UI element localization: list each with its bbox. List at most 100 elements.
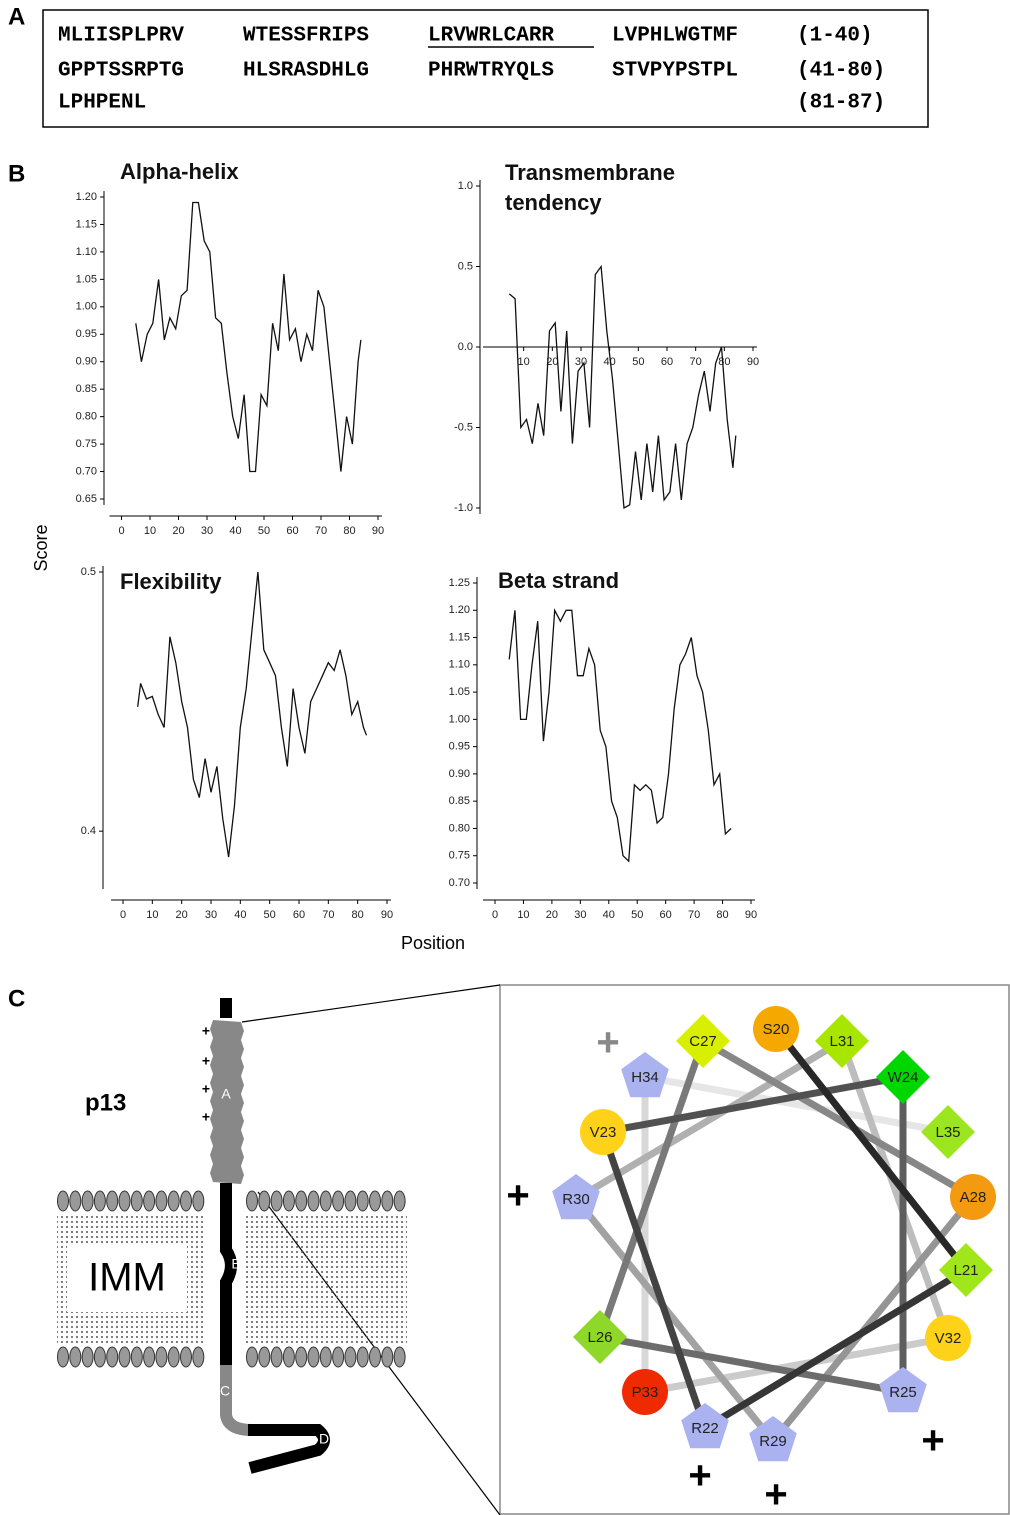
y-tick-label: 0.0 bbox=[458, 341, 473, 353]
x-tick-label: 40 bbox=[604, 356, 616, 368]
x-tick-label: 60 bbox=[293, 909, 305, 921]
x-tick-label: 0 bbox=[492, 909, 498, 921]
residue-label: R29 bbox=[759, 1433, 787, 1450]
wheel-link bbox=[644, 1334, 949, 1396]
residue-label: P33 bbox=[632, 1384, 659, 1401]
y-tick-label: 1.15 bbox=[449, 631, 470, 643]
sequence-group: HLSRASDHLG bbox=[243, 60, 369, 83]
lipid-head bbox=[69, 1346, 82, 1368]
protein-label: p13 bbox=[85, 1089, 126, 1116]
lipid-head bbox=[307, 1346, 320, 1368]
residue bbox=[815, 1014, 869, 1068]
residue bbox=[681, 1403, 729, 1449]
charge: + bbox=[202, 1109, 210, 1125]
segment-label: A bbox=[221, 1086, 231, 1102]
x-tick-label: 60 bbox=[286, 525, 298, 537]
x-tick-label: 40 bbox=[229, 525, 241, 537]
lipid-head bbox=[81, 1190, 94, 1212]
charge: + bbox=[202, 1081, 210, 1097]
residue-label: C27 bbox=[689, 1033, 717, 1050]
charge: + bbox=[688, 1454, 711, 1498]
x-tick-label: 0 bbox=[118, 525, 124, 537]
x-tick-label: 60 bbox=[660, 909, 672, 921]
lipid-heads bbox=[57, 1190, 406, 1368]
residue bbox=[573, 1310, 627, 1364]
y-axis-label: Score bbox=[31, 524, 51, 571]
lipid-head bbox=[295, 1346, 308, 1368]
y-tick-label: 0.4 bbox=[81, 825, 96, 837]
lipid-head bbox=[344, 1190, 357, 1212]
segment-label: C bbox=[220, 1383, 230, 1399]
wheel-frame bbox=[499, 984, 1010, 1515]
wheel-link bbox=[773, 1026, 969, 1273]
x-tick-label: 30 bbox=[201, 525, 213, 537]
y-tick-label: 1.05 bbox=[449, 686, 470, 698]
y-tick-label: 0.85 bbox=[76, 383, 97, 395]
wheel-link bbox=[644, 1073, 949, 1136]
lipid-head bbox=[69, 1190, 82, 1212]
x-tick-label: 30 bbox=[205, 909, 217, 921]
x-axis-label: Position bbox=[401, 933, 465, 953]
lipid-head bbox=[344, 1346, 357, 1368]
lipid-head bbox=[319, 1190, 332, 1212]
wheel-link bbox=[602, 1073, 904, 1136]
sequence-group: LPHPENL bbox=[58, 92, 146, 115]
sequence-group: WTESSFRIPS bbox=[243, 25, 369, 48]
x-tick-label: 90 bbox=[381, 909, 393, 921]
panel-label: A bbox=[8, 3, 25, 30]
residue bbox=[879, 1367, 927, 1413]
x-tick-label: 10 bbox=[146, 909, 158, 921]
lipid-head bbox=[93, 1190, 106, 1212]
x-tick-label: 70 bbox=[315, 525, 327, 537]
y-tick-label: 1.10 bbox=[76, 246, 97, 258]
charge: + bbox=[921, 1419, 944, 1463]
lipid-head bbox=[356, 1190, 369, 1212]
data-line bbox=[508, 264, 737, 510]
x-tick-label: 80 bbox=[718, 356, 730, 368]
lipid-head bbox=[369, 1190, 381, 1212]
charge: + bbox=[596, 1021, 619, 1065]
sequence-group: STVPYPSTPL bbox=[612, 60, 738, 83]
residue bbox=[552, 1174, 600, 1220]
x-tick-label: 60 bbox=[661, 356, 673, 368]
lipid-head bbox=[270, 1346, 283, 1368]
lipid-head bbox=[167, 1346, 180, 1368]
lipid-head bbox=[246, 1346, 258, 1368]
sequence-box bbox=[42, 9, 929, 128]
lipid-head bbox=[282, 1190, 295, 1212]
residue bbox=[921, 1105, 975, 1159]
sequence-range: (1-40) bbox=[797, 25, 873, 48]
x-tick-label: 80 bbox=[352, 909, 364, 921]
lipid-head bbox=[381, 1346, 394, 1368]
residue-label: R22 bbox=[691, 1420, 719, 1437]
y-tick-label: 1.25 bbox=[449, 577, 470, 589]
x-tick-label: 0 bbox=[120, 909, 126, 921]
lipid-head bbox=[81, 1346, 94, 1368]
wheel-link bbox=[599, 1333, 904, 1396]
x-tick-label: 10 bbox=[518, 356, 530, 368]
x-tick-label: 10 bbox=[517, 909, 529, 921]
x-tick-label: 40 bbox=[603, 909, 615, 921]
chart-title: Flexibility bbox=[120, 569, 222, 594]
segment-d bbox=[248, 1424, 330, 1474]
x-tick-label: 10 bbox=[144, 525, 156, 537]
residue bbox=[753, 1006, 799, 1052]
y-tick-label: 0.95 bbox=[449, 741, 470, 753]
lipid-head bbox=[295, 1190, 308, 1212]
x-tick-label: 90 bbox=[747, 356, 759, 368]
lipid-head bbox=[246, 1190, 258, 1212]
x-tick-label: 70 bbox=[688, 909, 700, 921]
sequence-range: (41-80) bbox=[797, 60, 885, 83]
lipid-head bbox=[369, 1346, 381, 1368]
y-tick-label: 1.00 bbox=[449, 713, 470, 725]
lipid-head bbox=[130, 1190, 143, 1212]
segment-label: D bbox=[319, 1431, 329, 1447]
lipid-head bbox=[155, 1346, 168, 1368]
residue-label: V32 bbox=[935, 1330, 962, 1347]
chart-title: Beta strand bbox=[498, 568, 620, 593]
lipid-head bbox=[282, 1346, 295, 1368]
y-tick-label: 0.70 bbox=[76, 465, 97, 477]
y-tick-label: 0.65 bbox=[76, 493, 97, 505]
